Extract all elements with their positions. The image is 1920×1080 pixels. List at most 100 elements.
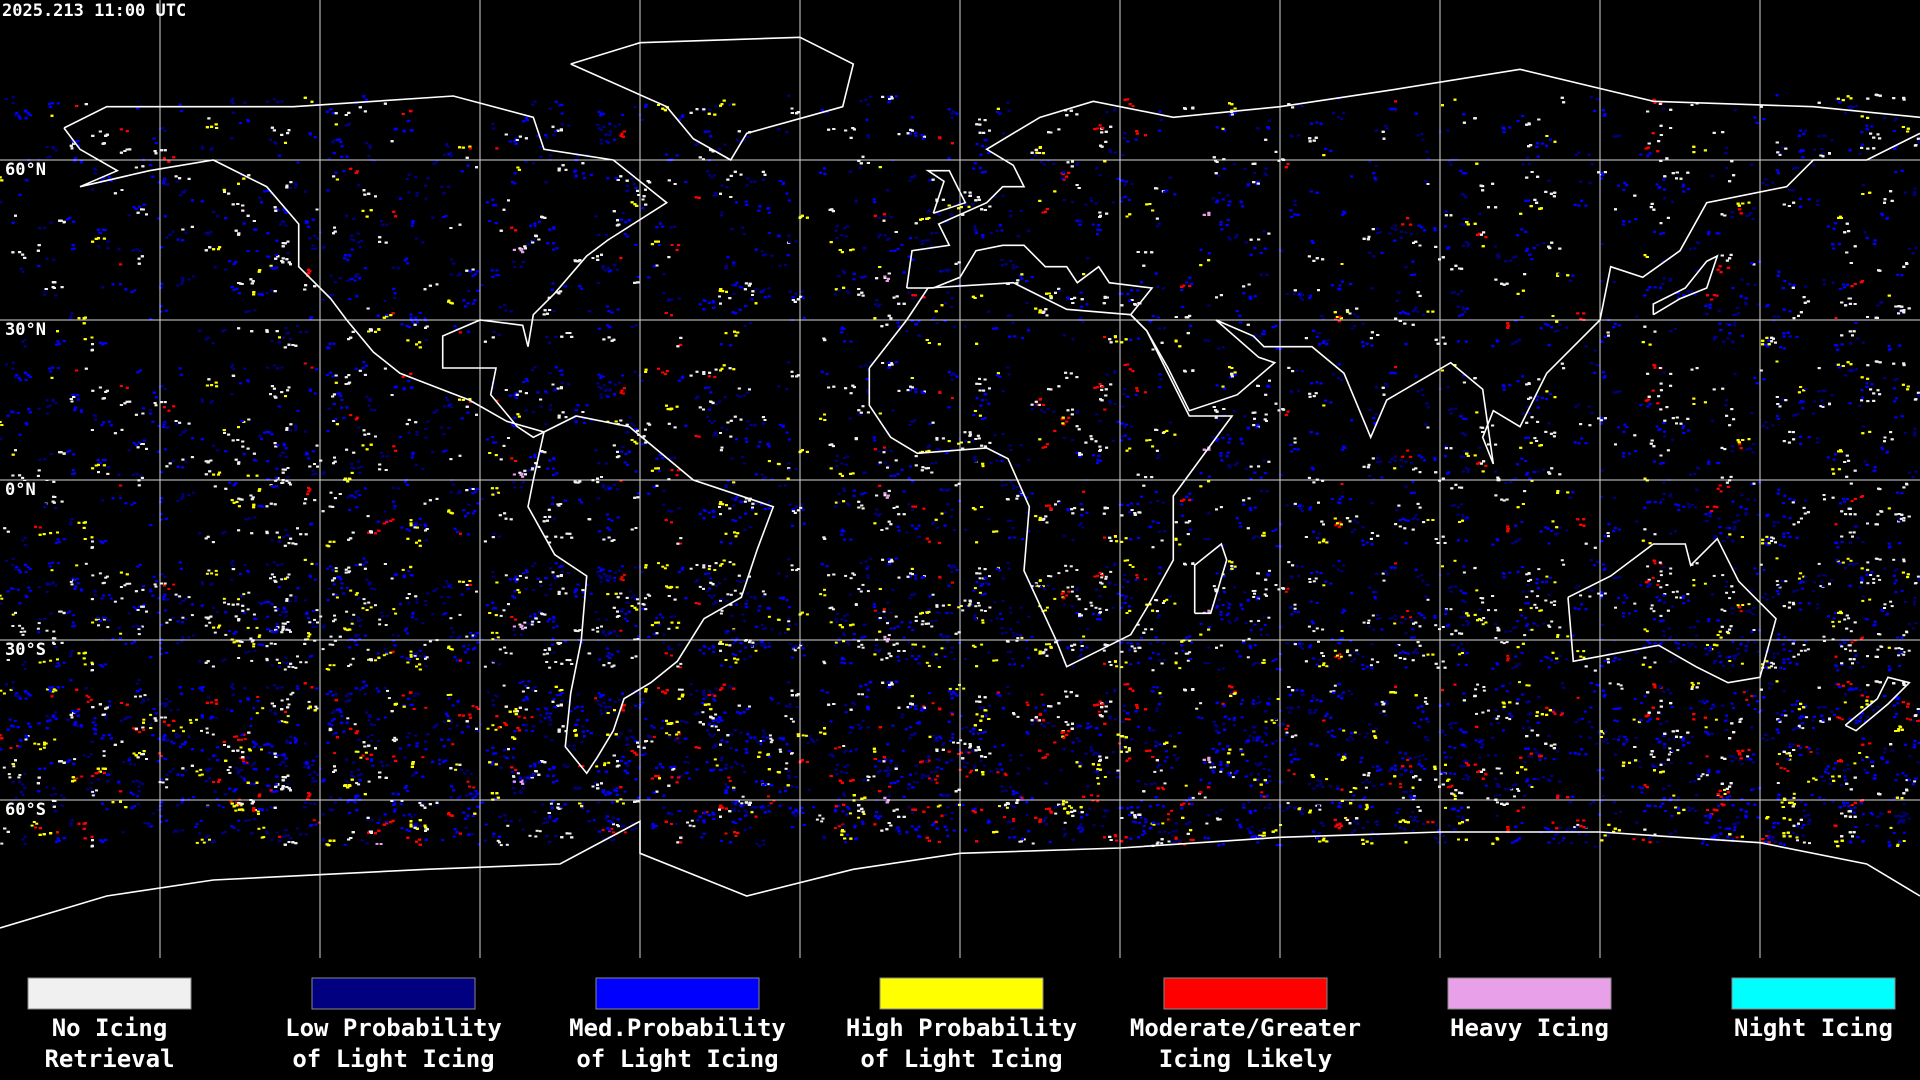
- speckle: [346, 717, 350, 720]
- speckle: [1801, 834, 1805, 837]
- speckle: [65, 718, 69, 721]
- speckle: [89, 787, 93, 790]
- speckle: [240, 738, 244, 741]
- speckle: [898, 833, 902, 835]
- speckle: [621, 802, 625, 805]
- speckle: [1808, 842, 1811, 845]
- speckle: [291, 691, 295, 694]
- speckle: [1003, 772, 1007, 775]
- speckle: [1510, 715, 1514, 718]
- speckle: [364, 751, 368, 754]
- speckle: [1625, 741, 1629, 743]
- speckle: [1908, 755, 1912, 758]
- speckle: [768, 734, 772, 737]
- speckle: [1158, 743, 1162, 746]
- speckle: [1897, 729, 1900, 732]
- speckle: [1489, 723, 1493, 726]
- speckle: [1863, 720, 1867, 723]
- speckle: [523, 716, 527, 719]
- speckle: [1152, 729, 1156, 732]
- speckle: [151, 812, 155, 815]
- speckle: [1670, 814, 1674, 817]
- speckle: [1205, 822, 1209, 825]
- speckle: [701, 711, 705, 714]
- speckle: [1495, 801, 1499, 804]
- speckle: [393, 740, 397, 743]
- speckle: [1902, 802, 1906, 805]
- speckle: [39, 748, 42, 751]
- speckle: [1865, 756, 1869, 759]
- speckle: [829, 720, 833, 723]
- speckle: [1025, 701, 1029, 704]
- speckle: [1742, 691, 1746, 694]
- speckle: [1079, 725, 1082, 728]
- speckle: [1152, 823, 1156, 826]
- speckle: [449, 693, 453, 696]
- speckle: [1632, 718, 1636, 721]
- speckle: [1767, 830, 1771, 833]
- speckle: [527, 680, 531, 683]
- speckle: [677, 731, 681, 734]
- speckle: [1016, 715, 1020, 718]
- speckle: [245, 761, 249, 764]
- speckle: [1710, 837, 1714, 840]
- speckle: [1216, 818, 1220, 821]
- speckle: [1366, 821, 1370, 823]
- speckle: [530, 716, 534, 719]
- speckle: [547, 716, 551, 719]
- speckle: [1262, 827, 1266, 830]
- speckle: [1861, 813, 1865, 816]
- speckle: [1833, 713, 1837, 716]
- speckle: [524, 729, 528, 732]
- speckle: [1854, 719, 1858, 722]
- speckle: [1705, 843, 1709, 846]
- speckle: [700, 836, 704, 839]
- speckle: [950, 711, 953, 714]
- speckle: [1584, 833, 1588, 836]
- speckle: [214, 716, 218, 719]
- speckle: [1638, 760, 1642, 763]
- speckle: [526, 686, 530, 689]
- speckle: [1619, 684, 1623, 687]
- speckle: [555, 694, 559, 697]
- speckle: [603, 762, 607, 765]
- speckle: [237, 804, 241, 807]
- speckle: [521, 690, 525, 693]
- speckle: [1466, 806, 1470, 809]
- speckle: [1556, 750, 1560, 753]
- speckle: [888, 769, 892, 772]
- speckle: [189, 721, 193, 724]
- speckle: [1805, 716, 1809, 719]
- speckle: [1805, 746, 1809, 749]
- speckle: [460, 768, 464, 771]
- speckle: [147, 698, 150, 701]
- speckle: [576, 693, 580, 696]
- speckle: [1346, 739, 1350, 742]
- speckle: [1776, 782, 1780, 784]
- speckle: [1551, 710, 1555, 713]
- speckle: [1411, 811, 1414, 814]
- speckle: [377, 690, 381, 693]
- speckle: [1124, 718, 1128, 721]
- speckle: [1788, 758, 1792, 761]
- speckle: [1575, 825, 1579, 828]
- speckle: [317, 821, 321, 824]
- speckle: [1399, 786, 1403, 789]
- speckle: [1402, 790, 1406, 793]
- speckle: [1065, 801, 1069, 804]
- speckle: [241, 757, 245, 760]
- speckle: [959, 714, 963, 717]
- speckle: [1495, 767, 1499, 770]
- speckle: [644, 717, 648, 720]
- speckle: [1794, 703, 1798, 706]
- speckle: [1339, 693, 1343, 696]
- speckle: [1889, 826, 1893, 829]
- speckle: [712, 723, 716, 726]
- speckle: [1064, 721, 1068, 723]
- speckle: [512, 775, 515, 778]
- speckle: [200, 729, 203, 732]
- speckle: [234, 809, 238, 812]
- speckle: [1251, 739, 1255, 742]
- speckle: [564, 766, 568, 769]
- speckle: [455, 763, 459, 766]
